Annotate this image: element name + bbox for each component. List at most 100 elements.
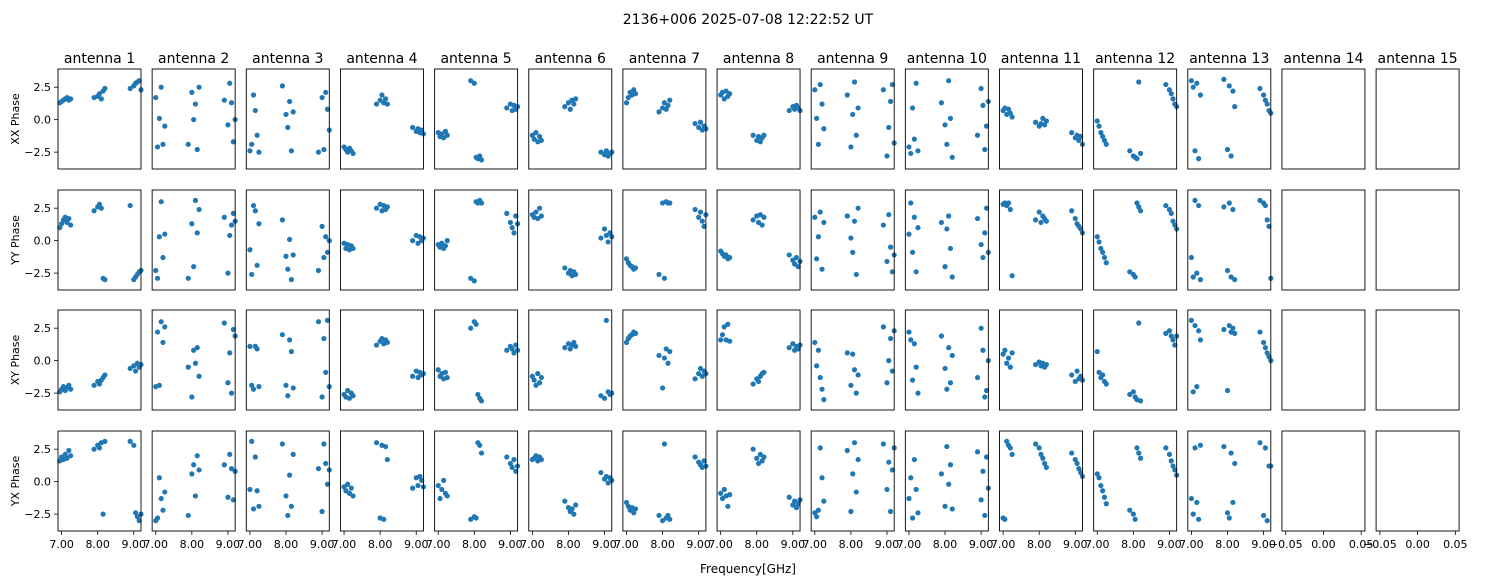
data-point [1232, 104, 1238, 110]
data-point [132, 510, 139, 516]
data-point [1190, 511, 1196, 517]
data-point [511, 230, 517, 236]
panel-frame [716, 189, 801, 291]
data-point [755, 460, 762, 467]
data-point [444, 374, 450, 381]
data-point [911, 136, 917, 142]
data-point [384, 204, 390, 210]
data-point [249, 271, 255, 278]
data-point [623, 339, 630, 346]
data-point [162, 489, 168, 495]
data-point [887, 98, 894, 105]
data-point [1100, 133, 1106, 140]
data-point [632, 330, 639, 336]
data-point [384, 339, 390, 346]
data-point [625, 94, 631, 101]
data-point [1170, 96, 1176, 102]
data-point [942, 503, 948, 509]
x-tick-label: 9.00 [686, 538, 711, 551]
data-point [1188, 495, 1195, 502]
data-point [477, 153, 483, 159]
data-point [283, 382, 289, 388]
data-point [1136, 79, 1142, 85]
data-point [938, 333, 945, 339]
data-point [598, 393, 604, 399]
panel-frame [434, 430, 519, 532]
y-tick-label: 0.0 [34, 235, 52, 248]
data-point [1257, 85, 1263, 92]
data-point [848, 382, 854, 388]
data-point [1032, 361, 1039, 368]
data-point [227, 80, 233, 86]
data-point [725, 321, 731, 327]
data-point [1170, 218, 1176, 224]
panel [1093, 309, 1180, 411]
x-tick-label: 8.00 [85, 538, 110, 551]
x-tick-label: 8.00 [933, 538, 958, 551]
x-tick-label: 7.00 [520, 538, 545, 551]
data-point [249, 438, 255, 444]
data-point [821, 219, 827, 226]
panel-frame [57, 189, 142, 291]
data-point [750, 446, 756, 452]
data-point [983, 387, 990, 394]
data-point [154, 515, 161, 521]
data-point [477, 442, 483, 448]
data-point [134, 514, 140, 520]
data-point [938, 219, 945, 226]
data-point [819, 266, 825, 272]
data-point [249, 141, 255, 147]
data-point [279, 83, 285, 89]
data-point [944, 141, 950, 147]
data-point [68, 453, 74, 459]
data-point [538, 456, 544, 463]
data-point [1132, 516, 1138, 522]
data-point [288, 348, 295, 355]
data-point [761, 132, 767, 138]
data-point [1069, 208, 1075, 214]
data-point [439, 131, 445, 137]
data-point [598, 235, 604, 241]
data-point [504, 454, 510, 460]
data-point [692, 206, 698, 213]
panel-frame [999, 189, 1083, 291]
panel-frame [1093, 309, 1178, 411]
data-point [1130, 389, 1136, 395]
data-point [1096, 475, 1102, 481]
data-point [1262, 97, 1268, 103]
antenna-title: antenna 11 [1001, 51, 1081, 67]
panel: antenna 10 [904, 51, 991, 170]
data-point [473, 321, 479, 327]
data-point [64, 219, 70, 226]
data-point [189, 221, 195, 227]
data-point [974, 132, 981, 138]
panel [904, 309, 991, 411]
data-point [1232, 330, 1238, 336]
data-point [853, 489, 859, 495]
data-point [974, 449, 981, 455]
data-point [1197, 277, 1204, 283]
data-point [1000, 351, 1006, 357]
data-point [821, 498, 827, 504]
data-point [1192, 197, 1198, 203]
data-point [247, 148, 253, 154]
x-tick-label: 7.00 [332, 538, 357, 551]
data-point [1232, 277, 1238, 283]
x-tick-label: 0.05 [1443, 538, 1468, 551]
data-point [1224, 510, 1231, 516]
data-point [727, 91, 733, 97]
data-point [511, 350, 517, 356]
data-point [1100, 372, 1106, 378]
panel: 7.00 8.00 9.00 [1179, 430, 1276, 551]
data-point [1043, 464, 1050, 470]
data-point [279, 217, 285, 223]
data-point [880, 87, 886, 93]
data-point [1134, 445, 1140, 451]
data-point [886, 358, 892, 364]
data-point [321, 254, 327, 261]
data-point [68, 222, 74, 228]
data-point [1074, 460, 1080, 467]
data-point [439, 240, 445, 246]
x-tick-label: 9.00 [404, 538, 429, 551]
data-point [571, 339, 577, 346]
